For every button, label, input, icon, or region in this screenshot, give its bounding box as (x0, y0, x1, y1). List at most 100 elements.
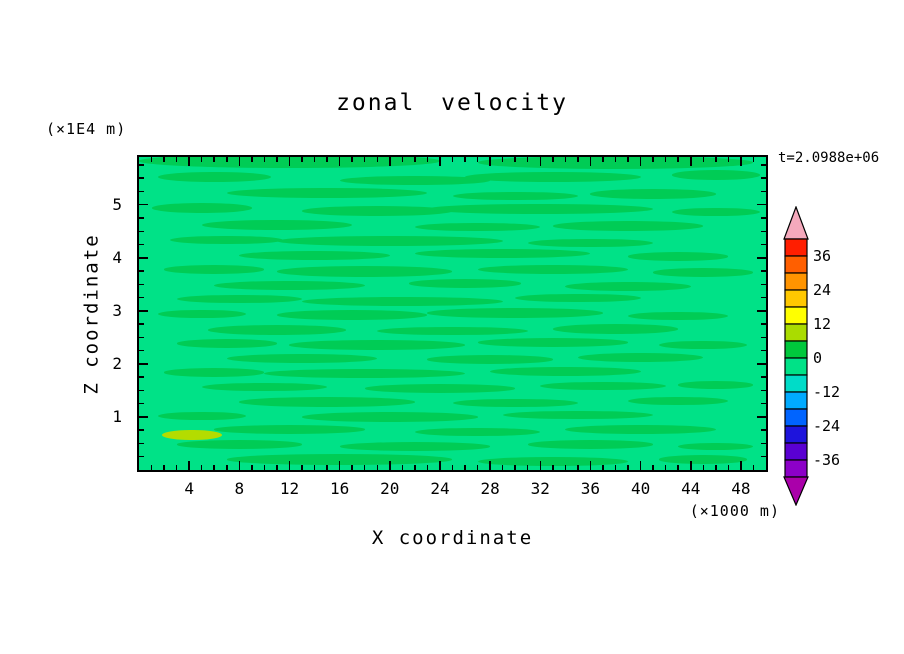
axis-tick (761, 402, 766, 405)
axis-tick (139, 164, 144, 166)
x-tick-label: 40 (630, 479, 651, 498)
axis-tick (363, 465, 366, 470)
axis-tick (238, 157, 241, 166)
axis-tick (213, 465, 215, 470)
axis-tick (401, 157, 404, 162)
axis-tick (414, 465, 416, 470)
x-tick-label: 44 (681, 479, 701, 498)
axis-tick (761, 349, 766, 352)
axis-tick (761, 323, 766, 325)
contour-streak (527, 238, 654, 248)
axis-tick (139, 402, 144, 405)
axis-tick (238, 461, 241, 470)
axis-tick (761, 376, 766, 378)
axis-tick (414, 157, 416, 162)
axis-tick (376, 157, 378, 162)
axis-tick (351, 157, 353, 162)
axis-tick (139, 243, 144, 246)
axis-tick (761, 270, 766, 272)
time-annotation: t=2.0988e+06 (778, 150, 880, 166)
contour-streak (151, 203, 252, 213)
x-tick-label: 36 (580, 479, 601, 498)
axis-tick (200, 157, 203, 162)
contour-streak (659, 340, 748, 350)
contour-streak (201, 219, 353, 231)
axis-tick (226, 157, 228, 162)
axis-tick (552, 157, 554, 162)
colorbar-cell (784, 408, 808, 427)
axis-tick (761, 217, 766, 219)
contour-streak (207, 325, 346, 335)
contour-streak (414, 427, 541, 437)
contour-streak (628, 396, 729, 406)
axis-tick (614, 157, 617, 162)
colorbar (783, 205, 809, 507)
contour-streak (302, 412, 478, 422)
axis-tick (639, 157, 642, 166)
contour-streak (276, 310, 428, 320)
contour-streak (671, 170, 760, 180)
axis-tick (727, 465, 730, 470)
axis-tick (702, 157, 705, 162)
contour-streak (226, 454, 453, 465)
contour-streak (427, 203, 654, 215)
axis-tick (338, 461, 341, 470)
colorbar-cell (784, 374, 808, 393)
axis-tick (564, 465, 567, 470)
axis-tick (501, 465, 504, 470)
x-tick-label: 20 (380, 479, 400, 498)
axis-tick (577, 157, 579, 162)
axis-tick (752, 157, 755, 162)
axis-tick (761, 283, 766, 286)
contour-streak (339, 175, 491, 186)
axis-tick (439, 157, 441, 166)
axis-tick (489, 157, 491, 166)
contour-streak (671, 207, 760, 217)
axis-tick (389, 461, 391, 470)
axis-tick (301, 157, 303, 162)
contour-plot-area (137, 155, 768, 472)
axis-tick (288, 157, 291, 166)
axis-tick (276, 465, 278, 470)
contour-streak (590, 189, 716, 199)
contour-streak (239, 397, 415, 407)
axis-tick (752, 465, 755, 470)
axis-tick (175, 157, 178, 162)
axis-tick (757, 416, 766, 418)
axis-tick (313, 157, 316, 162)
axis-tick (139, 270, 144, 272)
axis-tick (451, 465, 454, 470)
contour-streak (364, 384, 516, 393)
axis-tick (757, 310, 766, 312)
contour-streak (527, 440, 654, 449)
contour-streak (226, 187, 428, 199)
axis-tick (326, 157, 328, 162)
axis-tick (476, 465, 479, 470)
colorbar-label: 0 (813, 349, 823, 367)
axis-tick (727, 157, 730, 162)
plot-field (139, 157, 766, 470)
contour-streak (490, 366, 641, 377)
colorbar-cell (784, 442, 808, 461)
contour-streak (477, 264, 629, 275)
axis-tick (226, 465, 228, 470)
axis-tick (150, 157, 153, 162)
axis-tick (338, 157, 341, 166)
axis-tick (326, 465, 328, 470)
axis-tick (139, 283, 144, 286)
axis-tick (740, 461, 742, 470)
contour-streak (502, 410, 654, 420)
colorbar-cell (784, 357, 808, 376)
x-tick-label: 48 (731, 479, 751, 498)
contour-streak (477, 338, 629, 347)
colorbar-cell (784, 425, 808, 444)
colorbar-cell (784, 323, 808, 342)
contour-streak (628, 252, 729, 261)
x-tick-label: 12 (279, 479, 300, 498)
contour-streak (540, 381, 666, 391)
axis-tick (288, 461, 291, 470)
colorbar-cell (784, 289, 808, 308)
axis-tick (251, 465, 253, 470)
axis-tick (139, 349, 144, 352)
axis-tick (627, 157, 629, 162)
